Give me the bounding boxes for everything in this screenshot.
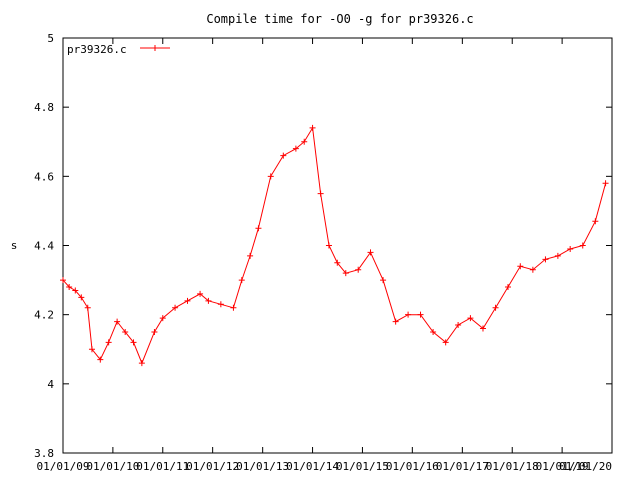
chart-title: Compile time for -O0 -g for pr39326.c xyxy=(206,12,473,26)
data-point xyxy=(592,218,599,225)
x-tick-label: 01/01/14 xyxy=(286,460,339,473)
data-point xyxy=(105,339,112,346)
data-point xyxy=(467,315,474,322)
data-point xyxy=(455,322,462,329)
data-point xyxy=(442,339,449,346)
plot-frame xyxy=(62,37,613,454)
data-point xyxy=(78,294,85,301)
y-tick-label: 5 xyxy=(47,32,54,45)
data-point xyxy=(492,304,499,311)
x-tick-label: 01/01/10 xyxy=(86,460,139,473)
data-point xyxy=(504,284,511,290)
y-axis: 3.8 4 4.2 4.4 4.6 4.8 5 xyxy=(34,32,612,460)
data-point xyxy=(114,318,121,325)
data-point xyxy=(479,325,486,332)
y-tick-label: 3.8 xyxy=(34,447,54,460)
x-tick-label: 01/01/09 xyxy=(37,460,90,473)
data-point xyxy=(217,301,224,308)
data-point xyxy=(325,242,332,249)
data-point xyxy=(88,346,95,353)
data-point xyxy=(122,328,129,335)
x-tick-label: 01/01/13 xyxy=(236,460,289,473)
data-point xyxy=(417,311,424,318)
data-point xyxy=(334,259,341,266)
data-point xyxy=(66,284,73,290)
data-point xyxy=(197,290,204,297)
data-point xyxy=(405,311,412,318)
x-tick-label: 01/01/20 xyxy=(559,460,612,473)
legend-entry-label: pr39326.c xyxy=(67,43,127,56)
data-point xyxy=(151,328,158,335)
data-point xyxy=(84,304,91,311)
data-point xyxy=(355,266,362,273)
data-point xyxy=(579,242,586,249)
y-tick-label: 4.6 xyxy=(34,170,54,183)
legend-marker xyxy=(152,45,158,51)
data-point xyxy=(280,152,287,159)
data-point xyxy=(72,287,79,294)
x-tick-label: 01/01/15 xyxy=(336,460,389,473)
data-point xyxy=(567,245,574,252)
data-point xyxy=(247,252,254,259)
data-point xyxy=(159,315,166,322)
data-point xyxy=(267,173,274,180)
x-tick-label: 01/01/19 xyxy=(536,460,589,473)
data-point xyxy=(542,256,549,263)
y-tick-label: 4.4 xyxy=(34,240,54,253)
data-point xyxy=(60,277,66,284)
data-point xyxy=(342,270,349,277)
data-point xyxy=(205,297,212,304)
data-point xyxy=(517,263,524,270)
data-point xyxy=(292,145,299,152)
legend: pr39326.c xyxy=(67,43,170,56)
y-tick-label: 4.8 xyxy=(34,101,54,114)
x-tick-label: 01/01/18 xyxy=(486,460,539,473)
y-tick-label: 4 xyxy=(47,378,54,391)
x-tick-label: 01/01/11 xyxy=(136,460,189,473)
data-point xyxy=(529,266,536,273)
series-line xyxy=(62,126,607,365)
y-axis-label: s xyxy=(11,239,18,252)
data-point xyxy=(172,304,179,311)
x-tick-label: 01/01/16 xyxy=(386,460,439,473)
x-axis: 01/01/0901/01/1001/01/1101/01/1201/01/13… xyxy=(37,38,613,473)
data-point xyxy=(317,190,324,197)
data-point xyxy=(309,124,316,131)
data-point xyxy=(97,356,104,363)
data-point xyxy=(380,277,387,284)
x-tick-label: 01/01/17 xyxy=(436,460,489,473)
data-point xyxy=(554,252,561,259)
series-layer xyxy=(60,124,609,367)
y-tick-label: 4.2 xyxy=(34,309,54,322)
data-point xyxy=(238,277,245,284)
data-point xyxy=(430,328,437,335)
x-tick-label: 01/01/12 xyxy=(186,460,239,473)
data-point xyxy=(367,249,374,256)
data-point xyxy=(301,138,308,145)
data-point xyxy=(392,318,399,325)
data-point xyxy=(184,297,191,304)
data-point xyxy=(138,360,145,367)
data-point xyxy=(230,304,237,311)
data-point xyxy=(255,225,262,232)
data-point xyxy=(130,339,137,346)
data-point xyxy=(602,180,609,187)
